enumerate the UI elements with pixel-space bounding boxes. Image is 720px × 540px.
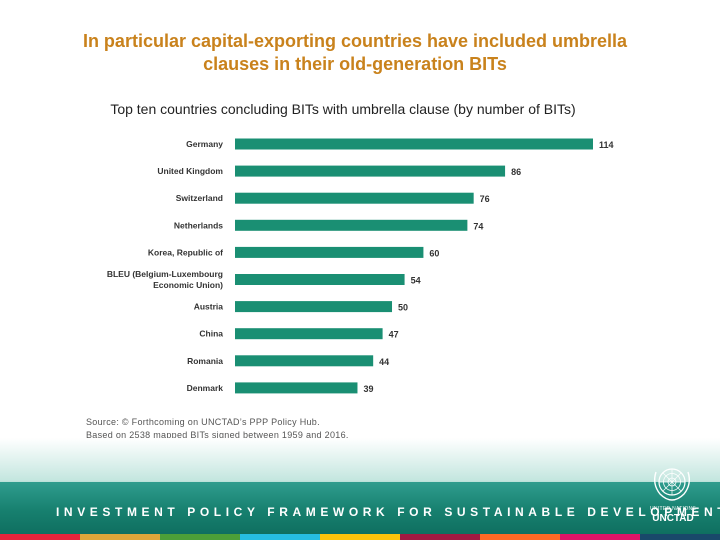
data-label-8: 44 bbox=[379, 357, 389, 367]
bar-8 bbox=[235, 355, 374, 367]
footer-banner-text: INVESTMENT POLICY FRAMEWORK FOR SUSTAINA… bbox=[56, 505, 720, 519]
color-strip-segment-0 bbox=[0, 534, 80, 540]
category-label-3: Netherlands bbox=[174, 220, 223, 230]
category-label-5: BLEU (Belgium-Luxembourg Economic Union) bbox=[107, 269, 223, 290]
bar-2 bbox=[235, 192, 474, 204]
category-label-7: China bbox=[199, 329, 223, 339]
color-strip-segment-3 bbox=[240, 534, 320, 540]
org-small-label: UNITED NATIONS bbox=[649, 506, 697, 512]
color-strip-segment-2 bbox=[160, 534, 240, 540]
category-label-8: Romania bbox=[187, 356, 223, 366]
bar-3 bbox=[235, 219, 468, 231]
data-label-3: 74 bbox=[473, 221, 483, 231]
color-strip-segment-4 bbox=[320, 534, 400, 540]
slide-title-line-1: In particular capital-exporting countrie… bbox=[82, 31, 628, 51]
category-label-9: Denmark bbox=[187, 383, 224, 393]
category-label-6: Austria bbox=[194, 302, 224, 312]
data-label-4: 60 bbox=[429, 248, 439, 258]
category-label-1: United Kingdom bbox=[157, 166, 223, 176]
color-strip-segment-7 bbox=[560, 534, 640, 540]
category-label-2: Switzerland bbox=[176, 193, 223, 203]
org-name-label: UNCTAD bbox=[652, 513, 694, 524]
data-label-1: 86 bbox=[511, 167, 521, 177]
bar-6 bbox=[235, 301, 393, 313]
category-label-0: Germany bbox=[186, 139, 223, 149]
color-strip-segment-5 bbox=[400, 534, 480, 540]
category-label-4: Korea, Republic of bbox=[148, 247, 223, 257]
footer-banner bbox=[0, 482, 720, 534]
source-line-1: Source: © Forthcoming on UNCTAD’s PPP Po… bbox=[86, 417, 320, 427]
data-label-6: 50 bbox=[398, 303, 408, 313]
source-line-2: Based on 2538 mapped BITs signed between… bbox=[86, 430, 349, 440]
bar-9 bbox=[235, 382, 358, 394]
color-strip-segment-1 bbox=[80, 534, 160, 540]
bar-chart: Germany 114 United Kingdom 86 Switzerland 76 N… bbox=[107, 138, 614, 394]
color-strip-segment-6 bbox=[480, 534, 560, 540]
slide-title: In particular capital-exporting countrie… bbox=[20, 30, 690, 76]
bar-5 bbox=[235, 274, 405, 285]
data-label-2: 76 bbox=[480, 194, 490, 204]
bar-0 bbox=[235, 138, 593, 150]
color-strip bbox=[0, 534, 720, 540]
source-note: Source: © Forthcoming on UNCTAD’s PPP Po… bbox=[86, 416, 506, 442]
un-emblem-icon bbox=[653, 468, 691, 501]
color-strip-segment-8 bbox=[640, 534, 720, 540]
bar-4 bbox=[235, 246, 424, 258]
data-label-5: 54 bbox=[411, 276, 421, 286]
bar-1 bbox=[235, 165, 506, 177]
chart-title: Top ten countries concluding BITs with u… bbox=[110, 101, 576, 117]
bar-7 bbox=[235, 328, 383, 340]
data-label-7: 47 bbox=[389, 330, 399, 340]
data-label-9: 39 bbox=[363, 384, 373, 394]
data-label-0: 114 bbox=[599, 140, 614, 150]
slide-title-line-2: clauses in their old-generation BITs bbox=[203, 54, 507, 74]
